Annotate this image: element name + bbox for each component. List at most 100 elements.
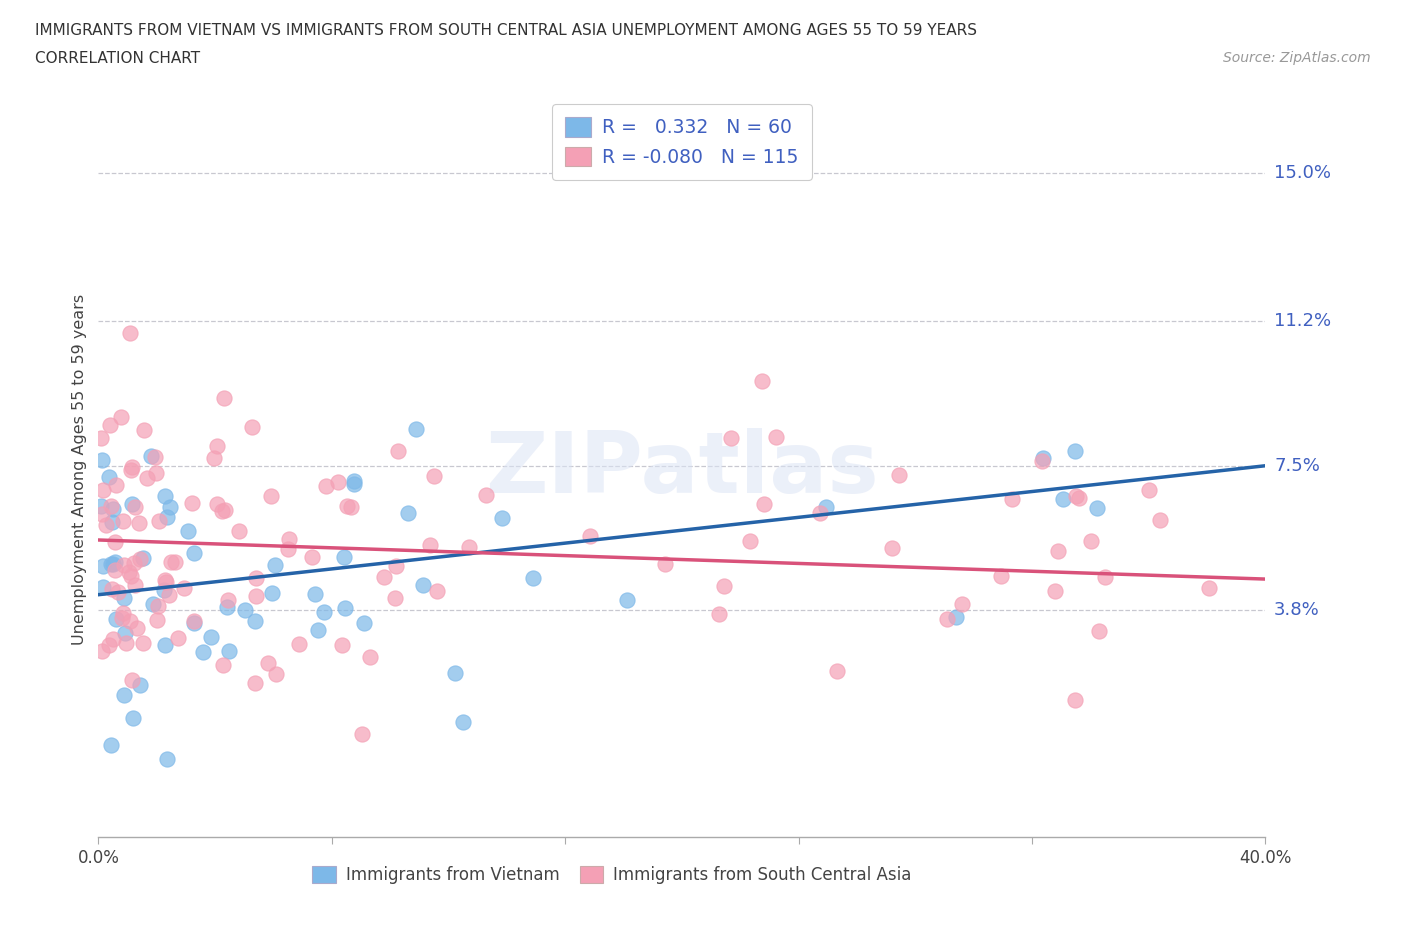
Point: [264, 667, 287, 682]
Point: [124, 578, 146, 592]
Point: [277, 541, 299, 556]
Point: [101, 581, 124, 596]
Point: [950, 596, 973, 611]
Point: [243, 614, 266, 629]
Point: [112, 591, 135, 605]
Point: [301, 550, 323, 565]
Point: [353, 616, 375, 631]
Point: [579, 528, 602, 543]
Point: [94, 518, 117, 533]
Point: [1087, 623, 1109, 638]
Point: [191, 644, 214, 659]
Point: [122, 555, 145, 570]
Text: IMMIGRANTS FROM VIETNAM VS IMMIGRANTS FROM SOUTH CENTRAL ASIA UNEMPLOYMENT AMONG: IMMIGRANTS FROM VIETNAM VS IMMIGRANTS FR…: [35, 23, 977, 38]
Point: [1198, 580, 1220, 595]
Point: [312, 604, 335, 619]
Point: [1032, 451, 1054, 466]
Point: [104, 554, 127, 569]
Point: [1052, 491, 1074, 506]
Point: [112, 558, 135, 573]
Point: [359, 650, 381, 665]
Point: [153, 582, 176, 597]
Point: [183, 616, 205, 631]
Point: [765, 429, 787, 444]
Point: [128, 516, 150, 531]
Point: [330, 637, 353, 652]
Point: [98, 470, 121, 485]
Text: 15.0%: 15.0%: [1274, 164, 1331, 181]
Point: [90, 431, 112, 445]
Point: [1064, 444, 1087, 458]
Point: [173, 580, 195, 595]
Point: [127, 620, 149, 635]
Point: [103, 631, 125, 646]
Point: [146, 612, 169, 627]
Point: [211, 503, 233, 518]
Point: [111, 605, 134, 620]
Point: [990, 568, 1012, 583]
Point: [156, 751, 179, 766]
Point: [214, 391, 236, 405]
Point: [328, 474, 350, 489]
Point: [110, 410, 132, 425]
Point: [135, 471, 157, 485]
Point: [233, 603, 256, 618]
Point: [214, 502, 236, 517]
Point: [156, 509, 179, 524]
Point: [91, 507, 114, 522]
Point: [889, 468, 911, 483]
Point: [121, 711, 143, 725]
Point: [139, 448, 162, 463]
Point: [157, 588, 180, 603]
Text: CORRELATION CHART: CORRELATION CHART: [35, 51, 200, 66]
Point: [387, 444, 409, 458]
Point: [373, 569, 395, 584]
Point: [288, 637, 311, 652]
Point: [91, 482, 114, 497]
Point: [245, 570, 267, 585]
Point: [340, 499, 363, 514]
Point: [121, 459, 143, 474]
Point: [405, 422, 427, 437]
Point: [180, 496, 202, 511]
Text: ZIPatlas: ZIPatlas: [485, 428, 879, 512]
Point: [132, 635, 155, 650]
Point: [1137, 483, 1160, 498]
Point: [257, 656, 280, 671]
Point: [160, 555, 183, 570]
Point: [112, 687, 135, 702]
Point: [111, 514, 134, 529]
Point: [155, 637, 177, 652]
Point: [475, 487, 498, 502]
Point: [1045, 584, 1067, 599]
Point: [115, 636, 138, 651]
Point: [458, 539, 481, 554]
Point: [132, 551, 155, 565]
Point: [333, 601, 356, 616]
Point: [145, 466, 167, 481]
Point: [183, 614, 205, 629]
Point: [720, 431, 742, 445]
Point: [422, 469, 444, 484]
Point: [91, 559, 114, 574]
Point: [90, 452, 112, 467]
Point: [262, 585, 284, 600]
Point: [100, 498, 122, 513]
Point: [315, 478, 337, 493]
Point: [260, 488, 283, 503]
Point: [105, 478, 128, 493]
Point: [304, 587, 326, 602]
Point: [153, 488, 176, 503]
Point: [1064, 488, 1087, 503]
Point: [307, 623, 329, 638]
Point: [453, 714, 475, 729]
Point: [200, 630, 222, 644]
Point: [167, 631, 190, 645]
Point: [132, 423, 155, 438]
Point: [120, 568, 142, 583]
Point: [111, 610, 134, 625]
Point: [935, 611, 957, 626]
Point: [396, 506, 419, 521]
Point: [121, 497, 143, 512]
Point: [243, 675, 266, 690]
